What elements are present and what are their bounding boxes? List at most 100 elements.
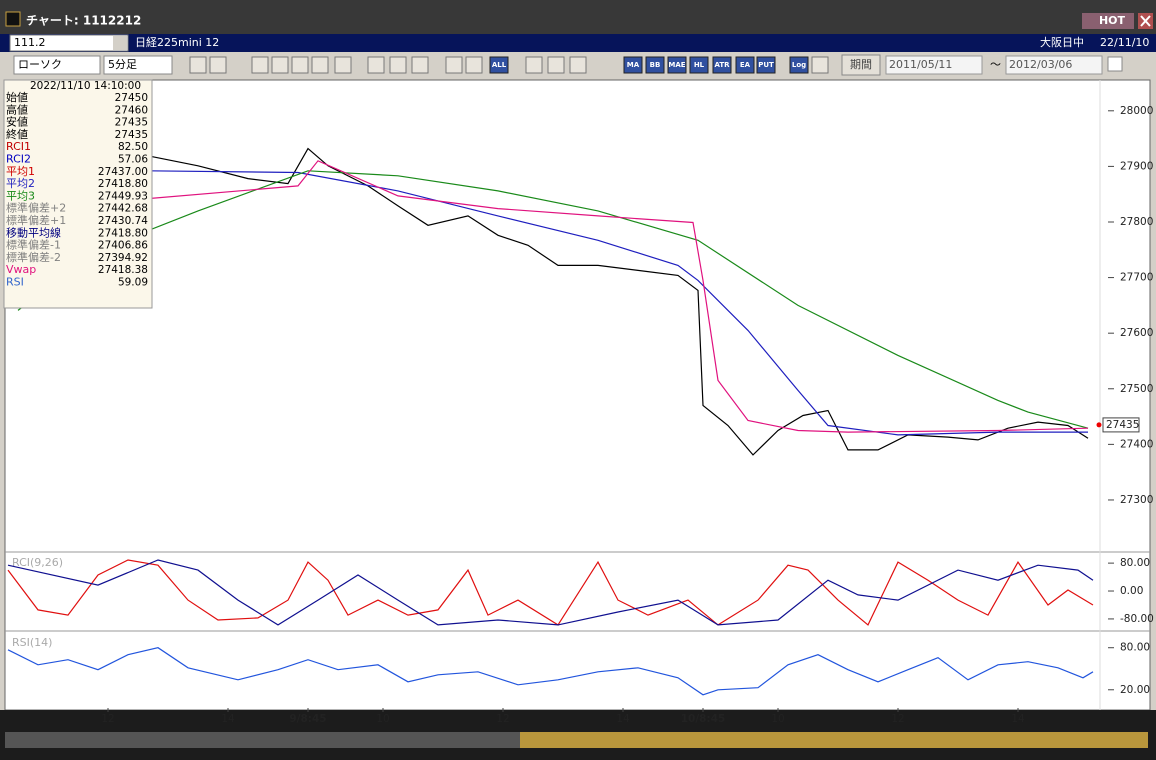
info-label: 終値 xyxy=(6,127,28,141)
last-price-dot xyxy=(1096,422,1102,428)
info-value: 27418.80 xyxy=(98,227,148,239)
x-tick-label: 14 xyxy=(221,713,235,725)
scroll-thumb[interactable] xyxy=(520,732,1148,748)
toolbar-button[interactable] xyxy=(712,56,732,74)
hot-label[interactable]: HOT xyxy=(1099,14,1126,27)
series-line xyxy=(7,559,1094,626)
interval-select[interactable] xyxy=(103,55,173,75)
y-tick-label: 27500 xyxy=(1120,383,1153,395)
instrument-name: 日経225mini 12 xyxy=(135,36,219,49)
y-tick-label: 27400 xyxy=(1120,438,1153,450)
chart-type-select[interactable] xyxy=(13,55,101,75)
toolbar-button[interactable] xyxy=(667,56,687,74)
series-line xyxy=(7,559,1094,626)
code-input[interactable] xyxy=(9,34,129,52)
period-button[interactable] xyxy=(841,54,881,76)
period-label[interactable]: 期間 xyxy=(850,58,872,71)
toolbar-icon[interactable] xyxy=(465,56,483,74)
toolbar-icon[interactable] xyxy=(389,56,407,74)
toolbar-button-label[interactable]: EA xyxy=(740,61,751,69)
close-icon xyxy=(1140,15,1151,27)
info-label: 平均1 xyxy=(6,165,35,178)
market-name: 大阪日中 xyxy=(1040,35,1084,49)
code-dropdown[interactable] xyxy=(113,36,127,50)
toolbar-button-label[interactable]: ALL xyxy=(492,61,507,69)
y-tick-label: 80.00 xyxy=(1120,557,1150,569)
toolbar-icon[interactable] xyxy=(334,56,352,74)
info-label: 移動平均線 xyxy=(6,225,61,239)
toolbar-button-label[interactable]: Log xyxy=(792,61,806,69)
from-input[interactable] xyxy=(885,55,983,75)
toolbar-button[interactable] xyxy=(645,56,665,74)
toolbar-button-label[interactable]: PUT xyxy=(758,61,774,69)
y-tick-label: 0.00 xyxy=(1120,585,1143,597)
toolbar-button-label[interactable]: ATR xyxy=(714,61,730,69)
info-value: 27442.68 xyxy=(98,203,148,215)
info-value: 27460 xyxy=(115,104,148,116)
series-line xyxy=(147,170,1088,436)
x-tick-label: 10/8:45 xyxy=(681,713,726,725)
toolbar-button[interactable] xyxy=(756,56,776,74)
toolbar-icon[interactable] xyxy=(411,56,429,74)
y-tick-label: 27800 xyxy=(1120,216,1153,228)
info-value: 82.50 xyxy=(118,141,148,153)
series-line xyxy=(17,170,1089,429)
info-label: RCI1 xyxy=(6,140,31,153)
info-label: 平均2 xyxy=(6,177,35,190)
from-date[interactable]: 2011/05/11 xyxy=(889,58,952,71)
date: 22/11/10 xyxy=(1100,36,1149,49)
overview-strip xyxy=(5,732,520,748)
info-value: 27394.92 xyxy=(98,252,148,264)
toolbar-button[interactable] xyxy=(735,56,755,74)
toolbar-button[interactable] xyxy=(489,56,509,74)
toolbar-icon[interactable] xyxy=(547,56,565,74)
hot-button[interactable] xyxy=(1082,13,1134,29)
info-value: 27435 xyxy=(115,129,148,141)
checkbox[interactable] xyxy=(1107,56,1123,72)
toolbar-icon[interactable] xyxy=(209,56,227,74)
chart-type[interactable]: ローソク xyxy=(18,58,62,71)
toolbar-icon[interactable] xyxy=(291,56,309,74)
toolbar-button[interactable] xyxy=(789,56,809,74)
toolbar-icon[interactable] xyxy=(189,56,207,74)
y-tick-label: 80.00 xyxy=(1120,642,1150,654)
info-value: 27435 xyxy=(115,117,148,129)
toolbar-button-label[interactable]: MA xyxy=(627,61,640,69)
to-input[interactable] xyxy=(1005,55,1103,75)
toolbar-icon[interactable] xyxy=(811,56,829,74)
info-value: 59.09 xyxy=(118,277,148,289)
toolbar-button[interactable] xyxy=(623,56,643,74)
info-value: 57.06 xyxy=(118,154,148,166)
info-panel xyxy=(3,79,153,309)
info-value: 27449.93 xyxy=(98,190,148,202)
info-value: 27450 xyxy=(115,92,148,104)
info-label: 標準偏差-2 xyxy=(6,250,61,264)
x-tick-label: 9/8:45 xyxy=(289,713,326,725)
y-tick-label: 28000 xyxy=(1120,105,1153,117)
toolbar-icon[interactable] xyxy=(311,56,329,74)
info-value: 27437.00 xyxy=(98,166,148,178)
x-tick-label: 12 xyxy=(496,713,509,725)
toolbar-icon[interactable] xyxy=(367,56,385,74)
code-text[interactable]: 111.2 xyxy=(14,36,46,49)
toolbar-icon[interactable] xyxy=(525,56,543,74)
toolbar-button-label[interactable]: MAE xyxy=(668,61,685,69)
chart-area xyxy=(4,79,1151,711)
interval[interactable]: 5分足 xyxy=(108,58,137,71)
toolbar-icon[interactable] xyxy=(569,56,587,74)
to-date[interactable]: 2012/03/06 xyxy=(1009,58,1072,71)
toolbar-button[interactable] xyxy=(689,56,709,74)
toolbar-icon[interactable] xyxy=(271,56,289,74)
info-value: 27418.38 xyxy=(98,264,148,276)
toolbar-icon[interactable] xyxy=(445,56,463,74)
toolbar-button-label[interactable]: BB xyxy=(650,61,661,69)
info-label: 標準偏差-1 xyxy=(6,238,61,252)
info-label: RSI xyxy=(6,276,24,289)
toolbar-icon[interactable] xyxy=(251,56,269,74)
toolbar-button-label[interactable]: HL xyxy=(694,61,705,69)
info-value: 27406.86 xyxy=(98,240,148,252)
series-line xyxy=(7,647,1094,696)
x-tick-label: 14 xyxy=(616,713,630,725)
last-price-box xyxy=(1102,417,1140,433)
